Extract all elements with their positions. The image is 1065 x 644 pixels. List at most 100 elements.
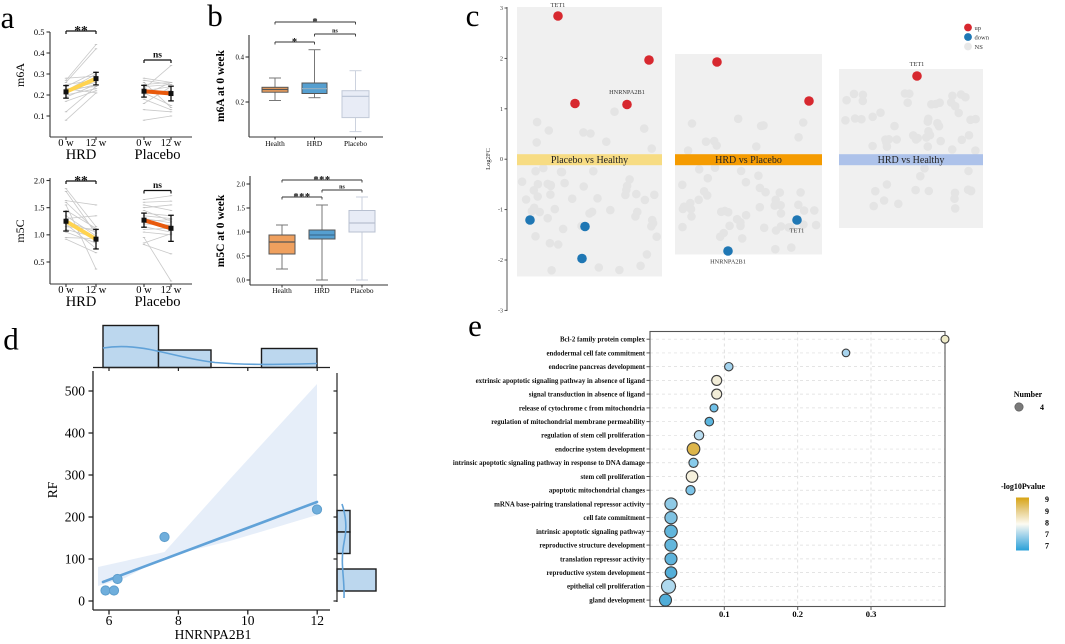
svg-text:*: * <box>292 37 298 48</box>
svg-text:RF: RF <box>45 481 60 498</box>
svg-text:0.0: 0.0 <box>237 277 246 284</box>
svg-text:8: 8 <box>1045 519 1049 528</box>
svg-text:***: *** <box>293 192 310 203</box>
svg-text:0.4: 0.4 <box>34 48 45 58</box>
svg-text:1: 1 <box>500 107 503 113</box>
svg-text:reproductive system developmen: reproductive system development <box>547 570 646 577</box>
svg-text:2: 2 <box>500 56 503 62</box>
svg-text:NS: NS <box>975 44 984 51</box>
svg-text:Health: Health <box>265 139 285 148</box>
svg-text:epithelial cell proliferation: epithelial cell proliferation <box>567 584 645 591</box>
svg-text:***: *** <box>313 175 330 186</box>
svg-text:d: d <box>3 322 19 357</box>
svg-text:12 w: 12 w <box>161 285 182 296</box>
svg-text:0 w: 0 w <box>136 285 152 296</box>
svg-text:0.2: 0.2 <box>34 90 45 100</box>
svg-text:4: 4 <box>1040 403 1044 412</box>
svg-text:endodermal cell fate commitmen: endodermal cell fate commitment <box>546 350 645 357</box>
svg-text:HNRNPA2B1: HNRNPA2B1 <box>609 89 645 96</box>
svg-text:Log2FC: Log2FC <box>485 148 492 170</box>
svg-text:ns: ns <box>153 51 162 61</box>
svg-text:1.5: 1.5 <box>237 205 246 212</box>
svg-text:Placebo: Placebo <box>135 147 181 163</box>
svg-text:2.0: 2.0 <box>237 181 246 188</box>
svg-text:12 w: 12 w <box>86 285 107 296</box>
svg-text:endocrine pancreas development: endocrine pancreas development <box>549 364 646 371</box>
svg-text:regulation of mitochondrial me: regulation of mitochondrial membrane per… <box>491 419 645 426</box>
svg-text:0.5: 0.5 <box>34 27 45 37</box>
svg-text:intrinsic apoptotic signaling: intrinsic apoptotic signaling pathway in… <box>453 460 645 467</box>
svg-text:endocrine system development: endocrine system development <box>555 446 646 453</box>
svg-text:translation repressor activity: translation repressor activity <box>560 556 646 563</box>
svg-text:a: a <box>1 0 15 35</box>
svg-text:0 w: 0 w <box>58 138 74 149</box>
svg-text:HRD vs Placebo: HRD vs Placebo <box>715 155 782 166</box>
svg-text:1.5: 1.5 <box>34 202 45 212</box>
svg-text:-2: -2 <box>498 258 503 264</box>
svg-text:-log10Pvalue: -log10Pvalue <box>1001 482 1045 491</box>
svg-text:6: 6 <box>106 613 113 628</box>
svg-text:cell fate commitment: cell fate commitment <box>583 515 645 522</box>
svg-text:m5C at 0 week: m5C at 0 week <box>215 194 227 267</box>
svg-text:**: ** <box>74 23 88 38</box>
svg-text:Bcl-2 family protein complex: Bcl-2 family protein complex <box>560 337 646 344</box>
svg-text:2.0: 2.0 <box>34 175 45 185</box>
svg-text:HRD: HRD <box>66 294 97 310</box>
svg-text:HNRNPA2B1: HNRNPA2B1 <box>710 259 746 266</box>
svg-text:Number: Number <box>1014 390 1043 399</box>
svg-text:up: up <box>975 25 982 32</box>
svg-text:Health: Health <box>272 286 292 295</box>
svg-text:mRNA base-pairing translationa: mRNA base-pairing translational represso… <box>494 501 645 508</box>
svg-text:ns: ns <box>153 181 162 191</box>
svg-text:7: 7 <box>1045 542 1049 551</box>
svg-text:0.5: 0.5 <box>34 257 45 267</box>
svg-text:7: 7 <box>1045 530 1049 539</box>
svg-text:m5C: m5C <box>13 219 27 242</box>
svg-text:0.3: 0.3 <box>34 69 45 79</box>
svg-text:0: 0 <box>500 157 503 163</box>
svg-text:ns: ns <box>332 29 338 35</box>
svg-text:TET1: TET1 <box>551 2 566 9</box>
svg-text:HRD: HRD <box>314 286 329 295</box>
svg-text:0.3: 0.3 <box>866 609 877 619</box>
svg-text:8: 8 <box>175 613 182 628</box>
svg-text:0.1: 0.1 <box>719 609 730 619</box>
svg-text:500: 500 <box>65 384 86 399</box>
svg-text:*: * <box>312 17 318 28</box>
svg-text:12 w: 12 w <box>86 138 107 149</box>
svg-text:100: 100 <box>65 552 86 567</box>
svg-text:**: ** <box>74 173 88 188</box>
svg-text:b: b <box>207 0 223 33</box>
svg-text:0: 0 <box>78 594 85 609</box>
svg-text:0 w: 0 w <box>136 138 152 149</box>
svg-text:400: 400 <box>65 426 86 441</box>
svg-text:m6A at 0 week: m6A at 0 week <box>215 49 227 121</box>
svg-text:ns: ns <box>339 185 345 191</box>
svg-text:1.0: 1.0 <box>34 230 45 240</box>
svg-text:0.2: 0.2 <box>792 609 803 619</box>
svg-text:c: c <box>466 0 480 33</box>
svg-text:stem cell proliferation: stem cell proliferation <box>580 474 645 481</box>
svg-text:Placebo vs Healthy: Placebo vs Healthy <box>551 155 628 166</box>
svg-text:TET1: TET1 <box>790 228 805 235</box>
svg-text:signal transduction in absence: signal transduction in absence of ligand <box>529 392 645 399</box>
svg-text:e: e <box>468 308 482 343</box>
svg-text:200: 200 <box>65 510 86 525</box>
svg-text:9: 9 <box>1045 507 1049 516</box>
svg-text:release of cytochrome c from m: release of cytochrome c from mitochondri… <box>519 405 646 412</box>
svg-text:down: down <box>975 34 990 41</box>
svg-text:intrinsic apoptotic signaling: intrinsic apoptotic signaling pathway <box>536 529 645 536</box>
svg-text:10: 10 <box>241 613 255 628</box>
svg-text:Placebo: Placebo <box>135 294 181 310</box>
svg-text:gland development: gland development <box>589 598 645 605</box>
svg-text:HRD vs Healthy: HRD vs Healthy <box>878 155 945 166</box>
svg-text:TET1: TET1 <box>910 61 925 68</box>
svg-text:Placebo: Placebo <box>350 286 373 295</box>
svg-text:3: 3 <box>500 6 503 12</box>
svg-text:-3: -3 <box>498 308 503 314</box>
svg-text:300: 300 <box>65 468 86 483</box>
svg-text:0.5: 0.5 <box>237 253 246 260</box>
svg-text:12 w: 12 w <box>161 138 182 149</box>
svg-text:0.2: 0.2 <box>236 99 245 106</box>
svg-text:12: 12 <box>310 613 324 628</box>
